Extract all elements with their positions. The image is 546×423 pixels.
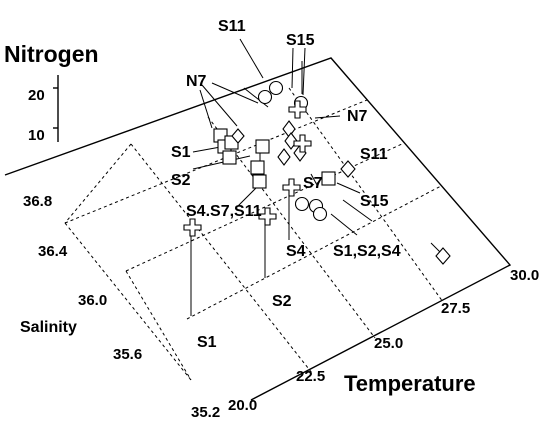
annotation-label: S2 — [272, 293, 292, 310]
floor-frame — [4, 57, 512, 401]
circle-marker — [268, 80, 284, 96]
square-marker — [255, 139, 270, 154]
temperature-tick-labels: 20.0 22.5 25.0 27.5 30.0 — [228, 267, 539, 414]
annotation-label: S2 — [171, 172, 191, 189]
annotation-label: S15 — [286, 32, 315, 49]
annotation-label: S11 — [218, 18, 246, 35]
floor-grid — [64, 87, 444, 381]
salinity-axis-title: Salinity — [20, 319, 77, 336]
annotation-label: N7 — [186, 73, 207, 90]
cross-marker — [293, 134, 312, 153]
nitrogen-axis-title: Nitrogen — [4, 41, 99, 67]
cross-marker — [183, 218, 202, 237]
annotation-label: S1 — [171, 144, 191, 161]
diamond-marker — [340, 160, 356, 178]
temperature-tick: 22.5 — [296, 368, 325, 385]
annotation-label: S4.S7,S11 — [186, 203, 262, 220]
cross-marker — [258, 207, 277, 226]
diamond-marker — [435, 247, 451, 265]
salinity-tick: 35.2 — [191, 404, 220, 421]
temperature-tick: 27.5 — [441, 300, 470, 317]
square-marker — [321, 171, 336, 186]
temperature-axis-title: Temperature — [344, 371, 476, 396]
diamond-marker — [277, 148, 291, 166]
square-marker — [252, 174, 267, 189]
annotation-label: N7 — [347, 108, 368, 125]
cross-marker — [282, 178, 301, 197]
nitrogen-tick: 10 — [28, 127, 45, 144]
salinity-tick: 36.8 — [23, 193, 52, 210]
cross-marker — [288, 100, 307, 119]
annotation-label: S11 — [360, 146, 388, 163]
temperature-tick: 25.0 — [374, 335, 403, 352]
annotations: S11 S15 N7 N7 S1 S2 S11 S7 S15 S4.S7,S11… — [171, 18, 401, 351]
salinity-tick: 36.0 — [78, 292, 107, 309]
nitrogen-tick-labels: 20 10 — [28, 87, 45, 144]
salinity-tick-labels: 36.8 36.4 36.0 35.6 35.2 — [23, 193, 220, 421]
annotation-label: S1,S2,S4 — [333, 243, 401, 260]
temperature-tick: 30.0 — [510, 267, 539, 284]
salinity-tick: 36.4 — [38, 243, 68, 260]
nitrogen-tick: 20 — [28, 87, 45, 104]
annotation-label: S4 — [286, 243, 306, 260]
salinity-tick: 35.6 — [113, 346, 142, 363]
circle-marker — [312, 206, 328, 222]
leader-lines — [192, 38, 444, 256]
temperature-tick: 20.0 — [228, 397, 257, 414]
annotation-label: S1 — [197, 334, 217, 351]
circle-marker — [294, 196, 310, 212]
diamond-marker — [231, 128, 245, 144]
square-marker — [222, 150, 237, 165]
circle-marker — [257, 89, 273, 105]
square-marker — [250, 160, 265, 175]
annotation-label: S15 — [360, 193, 389, 210]
diamond-marker — [282, 120, 296, 138]
markers — [183, 80, 451, 265]
drop-lines — [190, 61, 303, 316]
annotation-label: S7 — [303, 175, 323, 192]
